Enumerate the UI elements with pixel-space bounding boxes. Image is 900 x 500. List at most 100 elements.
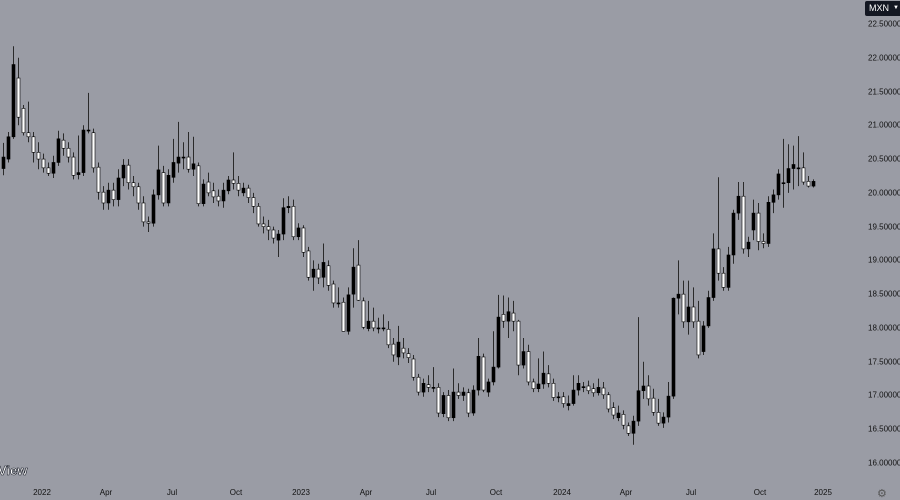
candle: [16, 57, 21, 126]
candle: [156, 145, 161, 200]
candle-body-down: [71, 156, 76, 176]
price-tick-label: 21.00000: [868, 120, 900, 130]
candle-body-up: [556, 396, 561, 399]
candle-body-up: [381, 327, 386, 330]
candle-body-up: [541, 372, 546, 385]
candle: [521, 338, 526, 369]
candle-body-up: [201, 183, 206, 204]
candle: [571, 375, 576, 406]
candle: [761, 233, 766, 249]
time-tick-label: 2025: [814, 488, 832, 497]
candle-body-down: [436, 387, 441, 414]
candle-body-down: [331, 283, 336, 304]
candle: [586, 380, 591, 395]
time-tick-label: Apr: [99, 488, 113, 497]
candle-body-down: [291, 206, 296, 238]
candle: [701, 321, 706, 355]
candle-body-up: [521, 351, 526, 366]
candle: [721, 267, 726, 291]
candle-body-up: [286, 206, 291, 209]
candle-body-down: [46, 167, 51, 174]
candle: [421, 378, 426, 397]
candle: [661, 412, 666, 428]
candle-body-down: [406, 353, 411, 358]
candle: [511, 300, 516, 332]
candle: [456, 383, 461, 399]
candle: [746, 236, 751, 258]
candle: [336, 287, 341, 308]
time-tick-label: Oct: [489, 488, 503, 497]
candle-body-up: [191, 163, 196, 170]
candle-body-down: [266, 226, 271, 231]
candle-body-down: [111, 189, 116, 200]
price-tick-label: 19.00000: [868, 255, 900, 265]
candle: [551, 378, 556, 401]
candle-body-up: [676, 293, 681, 299]
candle: [131, 175, 136, 197]
candle-body-up: [166, 174, 171, 204]
candle: [376, 317, 381, 334]
candle: [706, 290, 711, 328]
candle-body-up: [171, 162, 176, 178]
candle: [561, 392, 566, 408]
candle-body-up: [771, 194, 776, 203]
candle-body-up: [661, 416, 666, 424]
candle: [51, 155, 56, 178]
price-tick-label: 17.50000: [868, 357, 900, 367]
candle-body-up: [796, 167, 801, 170]
candle-body-up: [56, 138, 61, 163]
candle-body-down: [716, 248, 721, 274]
candle: [81, 125, 86, 176]
candle: [616, 405, 621, 422]
candle: [441, 392, 446, 418]
price-tick-label: 18.00000: [868, 323, 900, 333]
time-tick-label: Apr: [359, 488, 373, 497]
price-tick-label: 22.50000: [868, 19, 900, 29]
candle-body-up: [641, 385, 646, 392]
candle: [771, 189, 776, 214]
candle: [316, 263, 321, 285]
candle-body-up: [181, 156, 186, 159]
candle: [641, 361, 646, 399]
candle: [371, 307, 376, 332]
candle-body-up: [221, 189, 226, 202]
candle-body-down: [256, 206, 261, 225]
candle: [501, 295, 506, 328]
currency-selector[interactable]: MXN ▼: [865, 1, 900, 16]
candle-body-up: [276, 233, 281, 241]
candle: [231, 152, 236, 190]
candle-body-up: [76, 172, 81, 175]
chevron-down-icon: ▼: [893, 5, 899, 11]
price-tick-label: 16.00000: [868, 458, 900, 468]
time-tick-label: Jul: [425, 488, 437, 497]
candle-body-down: [196, 165, 201, 204]
candle-body-up: [571, 389, 576, 404]
candle: [596, 378, 601, 396]
candle: [121, 159, 126, 187]
candle: [606, 392, 611, 413]
candle: [116, 169, 121, 207]
candle-body-up: [666, 395, 671, 418]
candle: [141, 196, 146, 227]
candle: [666, 381, 671, 423]
candle-body-down: [146, 221, 151, 224]
candle-body-down: [271, 229, 276, 239]
currency-label: MXN: [869, 3, 889, 13]
candle: [546, 365, 551, 388]
candle-body-up: [766, 202, 771, 244]
candle: [146, 216, 151, 233]
candle: [386, 321, 391, 349]
candle-body-up: [711, 248, 716, 298]
candle-body-down: [101, 191, 106, 204]
candle: [741, 182, 746, 254]
gear-icon[interactable]: ⚙: [877, 488, 887, 500]
candle-body-down: [561, 396, 566, 404]
candle-body-down: [601, 387, 606, 396]
candle: [431, 367, 436, 393]
candle-body-up: [51, 162, 56, 174]
candle-body-up: [156, 169, 161, 196]
candle: [711, 233, 716, 301]
candle: [491, 331, 496, 386]
candle: [691, 287, 696, 328]
